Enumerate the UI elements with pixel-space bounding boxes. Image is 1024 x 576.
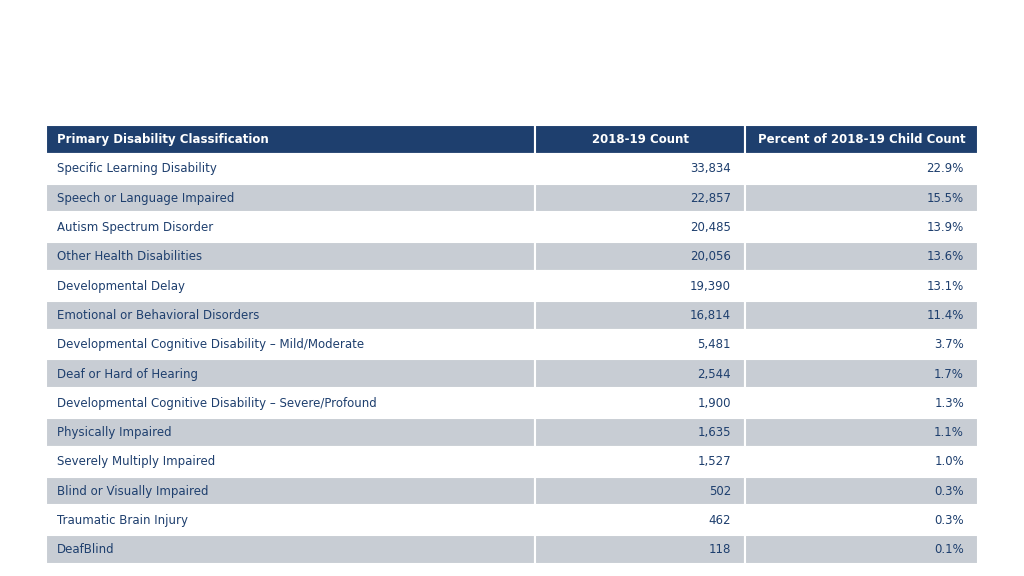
Text: 20,056: 20,056 (690, 251, 731, 263)
Text: 20,485: 20,485 (690, 221, 731, 234)
Text: Other Health Disabilities: Other Health Disabilities (57, 251, 203, 263)
Text: Developmental Cognitive Disability – Severe/Profound: Developmental Cognitive Disability – Sev… (57, 397, 377, 410)
Text: 13.6%: 13.6% (927, 251, 964, 263)
Bar (745, 389, 978, 418)
Text: 1,527: 1,527 (697, 456, 731, 468)
Text: Emotional or Behavioral Disorders: Emotional or Behavioral Disorders (57, 309, 260, 322)
Bar (745, 154, 978, 183)
Bar (46, 301, 536, 329)
Bar (745, 213, 978, 242)
Text: 0.3%: 0.3% (934, 514, 964, 527)
Text: 22,857: 22,857 (690, 192, 731, 204)
Bar (745, 271, 978, 301)
Text: 15.5%: 15.5% (927, 192, 964, 204)
Text: DeafBlind: DeafBlind (57, 543, 115, 556)
Bar (46, 448, 536, 476)
Bar (745, 418, 978, 447)
Bar (536, 359, 745, 388)
Bar (745, 242, 978, 271)
Bar (46, 184, 536, 213)
Bar (536, 389, 745, 418)
Text: Deaf or Hard of Hearing: Deaf or Hard of Hearing (57, 367, 199, 381)
Bar (536, 271, 745, 301)
Text: 502: 502 (709, 485, 731, 498)
Bar (745, 359, 978, 388)
Bar (46, 125, 536, 154)
Text: 1.3%: 1.3% (934, 397, 964, 410)
Bar (745, 125, 978, 154)
Bar (745, 476, 978, 506)
Text: Traumatic Brain Injury: Traumatic Brain Injury (57, 514, 188, 527)
Bar (536, 476, 745, 506)
Text: Developmental Delay: Developmental Delay (57, 279, 185, 293)
Text: 2018-19 Count: 2018-19 Count (592, 133, 688, 146)
Text: Primary Disability Classification: Primary Disability Classification (57, 133, 269, 146)
Bar (46, 506, 536, 535)
Text: 11.4%: 11.4% (927, 309, 964, 322)
Bar (46, 213, 536, 242)
Bar (745, 535, 978, 564)
Bar (46, 389, 536, 418)
Bar (536, 301, 745, 329)
Text: Developmental Cognitive Disability – Mild/Moderate: Developmental Cognitive Disability – Mil… (57, 338, 365, 351)
Text: 118: 118 (709, 543, 731, 556)
Text: 0.3%: 0.3% (934, 485, 964, 498)
Text: Specific Learning Disability: Specific Learning Disability (57, 162, 217, 176)
Bar (46, 154, 536, 183)
Bar (536, 213, 745, 242)
Text: Physically Impaired: Physically Impaired (57, 426, 172, 439)
Bar (745, 184, 978, 213)
Bar (46, 242, 536, 271)
Bar (536, 125, 745, 154)
Text: 1.7%: 1.7% (934, 367, 964, 381)
Bar (46, 271, 536, 301)
Text: Severely Multiply Impaired: Severely Multiply Impaired (57, 456, 215, 468)
Text: 13.9%: 13.9% (927, 221, 964, 234)
Text: 3.7%: 3.7% (934, 338, 964, 351)
Bar (745, 448, 978, 476)
Bar (745, 330, 978, 359)
Bar (536, 184, 745, 213)
Bar (536, 242, 745, 271)
Bar (46, 330, 536, 359)
Text: 1,635: 1,635 (697, 426, 731, 439)
Text: Blind or Visually Impaired: Blind or Visually Impaired (57, 485, 209, 498)
Text: 462: 462 (709, 514, 731, 527)
Text: 1.0%: 1.0% (934, 456, 964, 468)
Text: Autism Spectrum Disorder: Autism Spectrum Disorder (57, 221, 214, 234)
Bar (536, 418, 745, 447)
Text: 1,900: 1,900 (697, 397, 731, 410)
Bar (536, 535, 745, 564)
Bar (46, 418, 536, 447)
Bar (46, 476, 536, 506)
Text: Speech or Language Impaired: Speech or Language Impaired (57, 192, 234, 204)
Text: 33,834: 33,834 (690, 162, 731, 176)
Text: Percent of 2018-19 Child Count: Percent of 2018-19 Child Count (758, 133, 966, 146)
Text: 1.1%: 1.1% (934, 426, 964, 439)
Bar (46, 359, 536, 388)
Text: 13.1%: 13.1% (927, 279, 964, 293)
Bar (745, 506, 978, 535)
Bar (536, 506, 745, 535)
Text: 16,814: 16,814 (690, 309, 731, 322)
Text: 13 Categorical Disabilities by Percent of Child Count: 13 Categorical Disabilities by Percent o… (0, 39, 1024, 73)
Bar (536, 330, 745, 359)
Bar (536, 448, 745, 476)
Text: 2,544: 2,544 (697, 367, 731, 381)
Bar (745, 301, 978, 329)
Text: 5,481: 5,481 (697, 338, 731, 351)
Text: 0.1%: 0.1% (934, 543, 964, 556)
Text: 19,390: 19,390 (690, 279, 731, 293)
Bar (46, 535, 536, 564)
Text: 22.9%: 22.9% (927, 162, 964, 176)
Bar (536, 154, 745, 183)
